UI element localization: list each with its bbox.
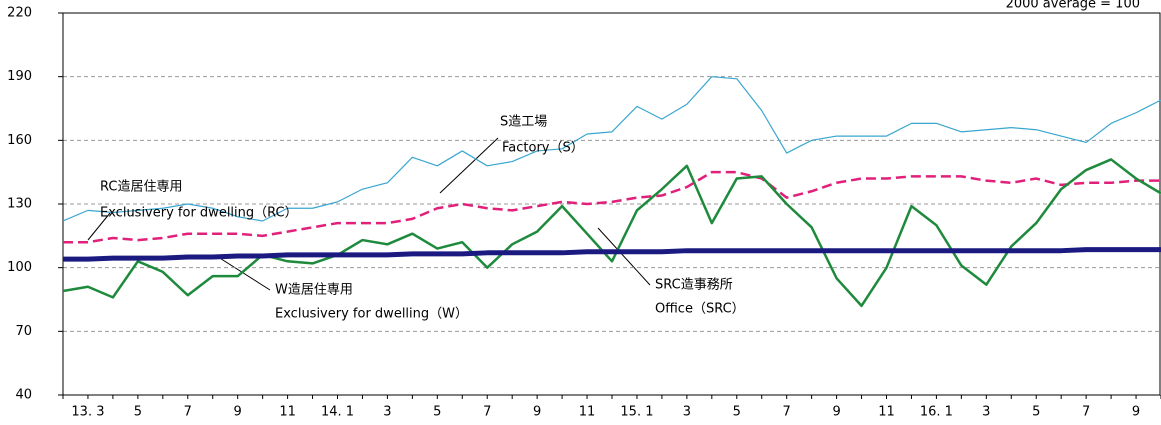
x-tick-label: 9 [1132, 405, 1140, 420]
series-line [62, 158, 1161, 308]
x-tick-label: 7 [1082, 405, 1090, 420]
x-tick-label: 3 [683, 405, 691, 420]
x-tick-label: 3 [982, 405, 990, 420]
annotation: RC造居住専用 [100, 180, 182, 195]
y-tick-label: 70 [15, 324, 32, 339]
series-line [62, 76, 1161, 222]
series-line [63, 247, 1161, 262]
x-tick-label: 5 [433, 405, 441, 420]
annotation: W造居住専用 [275, 283, 353, 298]
series-line [63, 170, 1161, 244]
annotation: 2000 average = 100 [1006, 0, 1140, 12]
y-tick-label: 100 [7, 260, 32, 275]
x-tick-label: 11 [279, 405, 296, 420]
x-tick-label: 7 [783, 405, 791, 420]
leader-line [597, 227, 651, 286]
x-tick-label: 3 [383, 405, 391, 420]
x-tick-label: 15. 1 [620, 405, 653, 420]
x-tick-label: 11 [878, 405, 895, 420]
x-tick-label: 11 [579, 405, 596, 420]
annotation: Factory（S） [502, 141, 584, 156]
leader-line [439, 137, 499, 194]
y-tick-label: 40 [15, 388, 32, 403]
y-tick-label: 220 [7, 6, 32, 21]
x-tick-label: 9 [832, 405, 840, 420]
x-tick-label: 16. 1 [920, 405, 953, 420]
x-tick-label: 7 [483, 405, 491, 420]
annotation: SRC造事務所 [655, 278, 733, 293]
annotation: Exclusivery for dwelling（RC） [100, 206, 298, 221]
annotation: Exclusivery for dwelling（W） [275, 307, 468, 322]
x-tick-label: 9 [533, 405, 541, 420]
x-tick-label: 5 [134, 405, 142, 420]
x-tick-label: 14. 1 [321, 405, 354, 420]
y-tick-label: 190 [7, 69, 32, 84]
leader-line [87, 212, 111, 241]
x-tick-label: 13. 3 [71, 405, 104, 420]
y-tick-label: 130 [7, 197, 32, 212]
x-tick-label: 7 [184, 405, 192, 420]
x-tick-label: 5 [733, 405, 741, 420]
annotation: Office（SRC） [655, 302, 745, 317]
x-tick-label: 5 [1032, 405, 1040, 420]
x-tick-label: 9 [234, 405, 242, 420]
annotation: S造工場 [500, 115, 547, 130]
y-tick-label: 160 [7, 133, 32, 148]
